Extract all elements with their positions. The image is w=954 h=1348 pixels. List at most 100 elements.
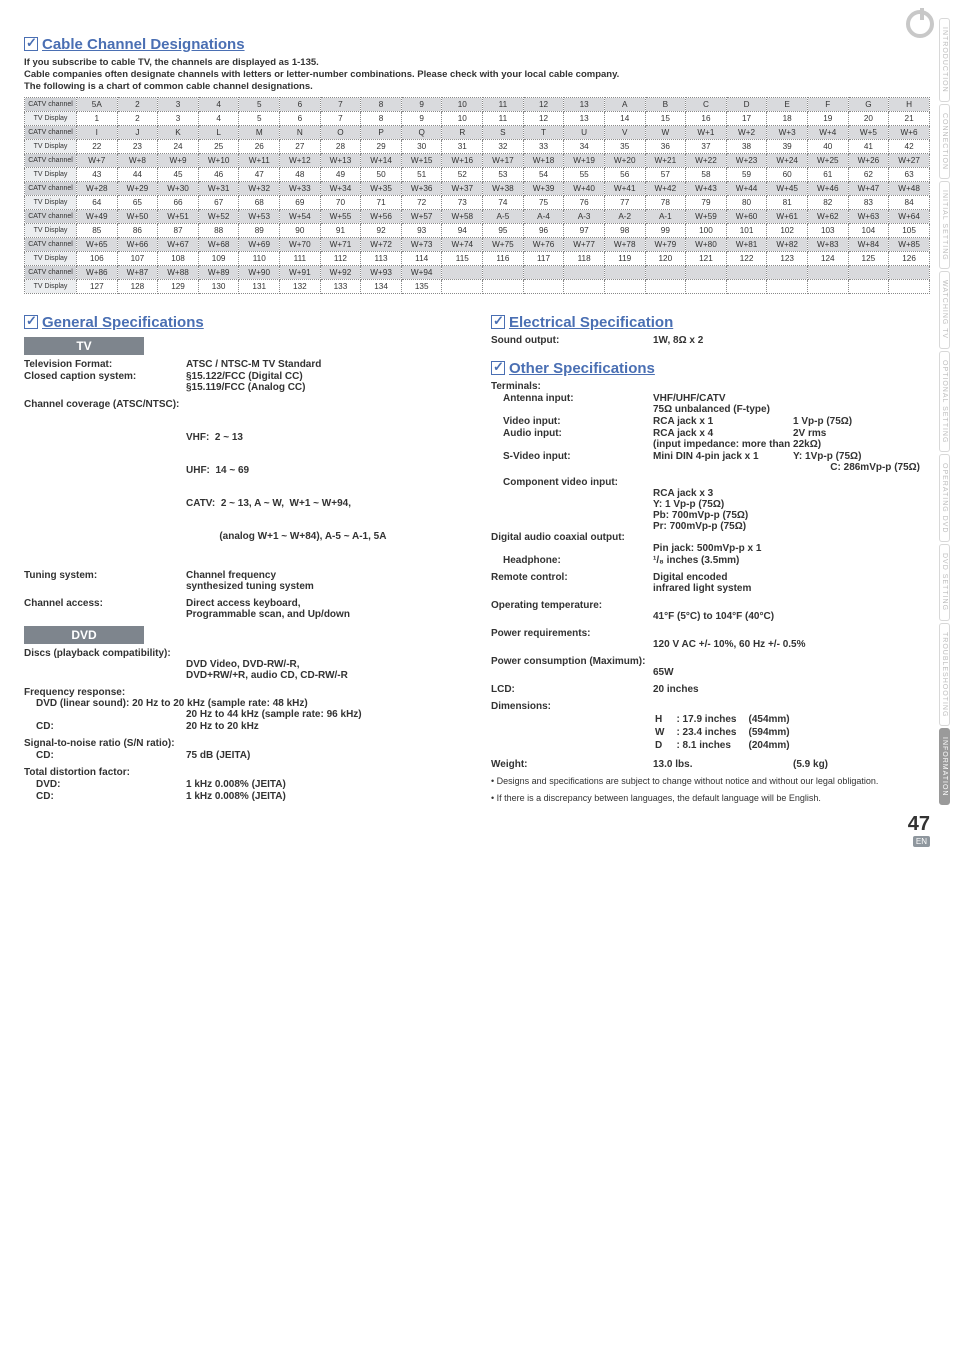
tv-cell: 33 [523, 139, 564, 153]
catv-cell [564, 265, 605, 279]
tv-cell: 121 [686, 251, 727, 265]
tv-cell: 96 [523, 223, 564, 237]
section-title-other: Other Specifications [491, 360, 930, 377]
tv-cell: 37 [686, 139, 727, 153]
tv-cell: 115 [442, 251, 483, 265]
catv-cell: W+81 [726, 237, 767, 251]
tv-cell: 77 [604, 195, 645, 209]
catv-cell: W+92 [320, 265, 361, 279]
closed-caption: Closed caption system: §15.122/FCC (Digi… [24, 371, 463, 393]
tv-cell: 130 [198, 279, 239, 293]
tv-cell: 101 [726, 223, 767, 237]
catv-cell: W+33 [280, 181, 321, 195]
tv-cell: 79 [686, 195, 727, 209]
catv-cell: W+79 [645, 237, 686, 251]
catv-cell: W+16 [442, 153, 483, 167]
tv-cell [686, 279, 727, 293]
catv-cell: W+68 [198, 237, 239, 251]
tv-cell: 88 [198, 223, 239, 237]
row-label-catv: CATV channel [25, 209, 77, 223]
tv-cell: 89 [239, 223, 280, 237]
tv-cell [726, 279, 767, 293]
channel-access: Channel access: Direct access keyboard, … [24, 598, 463, 620]
catv-cell: W+2 [726, 125, 767, 139]
catv-cell [604, 265, 645, 279]
catv-cell: W+89 [198, 265, 239, 279]
tv-cell: 12 [523, 111, 564, 125]
tv-cell: 87 [158, 223, 199, 237]
side-tab-optional-setting[interactable]: OPTIONAL SETTING [939, 351, 950, 452]
catv-cell: W+10 [198, 153, 239, 167]
tv-cell: 99 [645, 223, 686, 237]
tv-cell: 56 [604, 167, 645, 181]
tv-cell: 68 [239, 195, 280, 209]
tv-cell: 6 [280, 111, 321, 125]
tv-cell: 134 [361, 279, 402, 293]
catv-cell: 12 [523, 97, 564, 111]
catv-cell: W+36 [401, 181, 442, 195]
left-column: General Specifications TV Television For… [24, 308, 463, 805]
catv-cell: W+69 [239, 237, 280, 251]
side-tab-initial-setting[interactable]: INITIAL SETTING [939, 181, 950, 270]
section-title-electrical: Electrical Specification [491, 314, 930, 331]
side-tab-strip: INTRODUCTION CONNECTION INITIAL SETTINGWAT… [939, 18, 950, 805]
tv-cell: 25 [198, 139, 239, 153]
page-footer: 47 EN [24, 813, 930, 848]
side-tab-operating-dvd[interactable]: OPERATING DVD [939, 454, 950, 542]
side-tab-connection[interactable]: CONNECTION [939, 104, 950, 179]
catv-cell [726, 265, 767, 279]
side-tab-information[interactable]: INFORMATION [939, 728, 950, 805]
catv-cell: W+22 [686, 153, 727, 167]
catv-cell: I [77, 125, 118, 139]
catv-cell: W+23 [726, 153, 767, 167]
tv-cell: 78 [645, 195, 686, 209]
catv-cell: W+41 [604, 181, 645, 195]
catv-cell: W+61 [767, 209, 808, 223]
catv-cell: W+46 [807, 181, 848, 195]
dimensions: Dimensions: H: 17.9 inches(454mm)W: 23.4… [491, 701, 930, 753]
catv-cell: A-3 [564, 209, 605, 223]
tv-cell [483, 279, 524, 293]
catv-cell: W+34 [320, 181, 361, 195]
side-tab-dvd-setting[interactable]: DVD SETTING [939, 544, 950, 620]
catv-cell: W+67 [158, 237, 199, 251]
tv-cell: 15 [645, 111, 686, 125]
catv-cell: W+78 [604, 237, 645, 251]
catv-cell: W+84 [848, 237, 889, 251]
catv-cell: W+77 [564, 237, 605, 251]
tv-cell [645, 279, 686, 293]
row-label-catv: CATV channel [25, 237, 77, 251]
catv-cell: W+91 [280, 265, 321, 279]
side-tab-introduction[interactable]: INTRODUCTION [939, 18, 950, 102]
catv-cell: W+60 [726, 209, 767, 223]
tv-cell: 84 [889, 195, 930, 209]
tv-cell: 2 [117, 111, 158, 125]
right-column: Electrical Specification Sound output: 1… [491, 308, 930, 805]
tv-cell: 114 [401, 251, 442, 265]
side-tab-watching-tv[interactable]: WATCHING TV [939, 271, 950, 348]
tv-cell: 14 [604, 111, 645, 125]
catv-cell: W+42 [645, 181, 686, 195]
catv-cell: W+76 [523, 237, 564, 251]
catv-cell: W+53 [239, 209, 280, 223]
catv-cell: H [889, 97, 930, 111]
catv-cell: W+30 [158, 181, 199, 195]
catv-cell: W+19 [564, 153, 605, 167]
tv-cell: 61 [807, 167, 848, 181]
catv-cell: A-2 [604, 209, 645, 223]
catv-cell: W+83 [807, 237, 848, 251]
tv-cell: 18 [767, 111, 808, 125]
section-title-general: General Specifications [24, 314, 463, 331]
row-label-tv: TV Display [25, 139, 77, 153]
row-label-tv: TV Display [25, 279, 77, 293]
tv-cell: 116 [483, 251, 524, 265]
side-tab-troubleshooting[interactable]: TROUBLESHOOTING [939, 623, 950, 726]
tv-cell: 47 [239, 167, 280, 181]
tuning-system: Tuning system: Channel frequency synthes… [24, 570, 463, 592]
tv-cell: 48 [280, 167, 321, 181]
catv-cell: W+85 [889, 237, 930, 251]
dim-cell: D [655, 740, 674, 751]
tv-cell: 10 [442, 111, 483, 125]
tv-cell: 58 [686, 167, 727, 181]
catv-cell: A-1 [645, 209, 686, 223]
